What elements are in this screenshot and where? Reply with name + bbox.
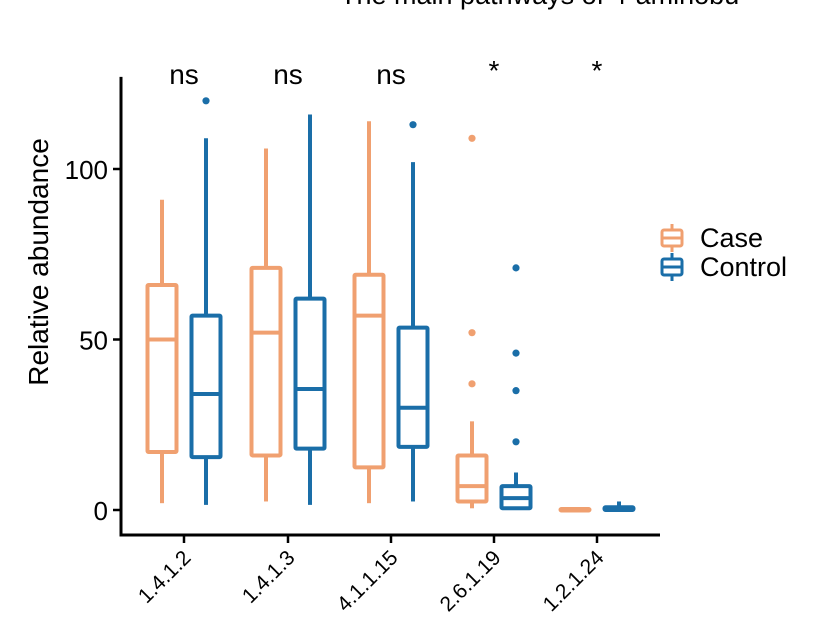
- plot-area: 0 50 100 1.4.1.2 ns 1.4.1.3 ns 4.1.1.15 ns 2.6.1.…: [65, 55, 660, 616]
- box-body: [145, 282, 179, 455]
- x-tick-label: 1.4.1.3: [238, 546, 300, 608]
- y-tick-label: 0: [94, 496, 108, 526]
- outlier-point: [512, 264, 520, 272]
- box-control-0: [189, 97, 223, 505]
- legend-label: Case: [700, 223, 763, 253]
- chart-title: The main pathways of 4-aminobu: [340, 0, 739, 10]
- outlier-point: [468, 380, 476, 388]
- x-tick-label: 1.2.1.24: [539, 546, 609, 616]
- x-tick-label: 1.4.1.2: [134, 546, 196, 608]
- box-case-2: [352, 121, 386, 504]
- outlier-point: [409, 121, 417, 129]
- box-case-3: [455, 134, 489, 509]
- box-body: [396, 325, 430, 449]
- y-tick-label: 100: [65, 155, 108, 185]
- outlier-point: [512, 349, 520, 357]
- box-body: [455, 453, 489, 504]
- x-tick-label: 2.6.1.19: [436, 546, 506, 616]
- box-control-4: [602, 501, 636, 513]
- outlier-point: [468, 134, 476, 142]
- y-tick-label: 50: [79, 326, 108, 356]
- legend-item-case: Case: [660, 223, 763, 253]
- box-body: [189, 313, 223, 460]
- box-case-1: [249, 148, 283, 502]
- outlier-point: [512, 438, 520, 446]
- box-body: [352, 272, 386, 470]
- significance-label: ns: [169, 59, 199, 90]
- box-control-2: [396, 121, 430, 502]
- box-case-4: [558, 506, 592, 513]
- box-control-1: [293, 114, 327, 505]
- legend-item-control: Control: [660, 252, 787, 282]
- outlier-point: [468, 329, 476, 337]
- box-body: [249, 265, 283, 458]
- significance-label: ns: [376, 59, 406, 90]
- y-axis-label: Relative abundance: [23, 138, 54, 386]
- legend-label: Control: [700, 252, 787, 282]
- outlier-point: [202, 97, 210, 105]
- outlier-point: [512, 387, 520, 395]
- significance-label: *: [489, 55, 500, 86]
- x-tick-label: 4.1.1.15: [333, 546, 403, 616]
- box-control-3: [499, 264, 533, 511]
- significance-label: *: [592, 55, 603, 86]
- box-body: [293, 296, 327, 451]
- box-case-0: [145, 199, 179, 504]
- significance-label: ns: [273, 59, 303, 90]
